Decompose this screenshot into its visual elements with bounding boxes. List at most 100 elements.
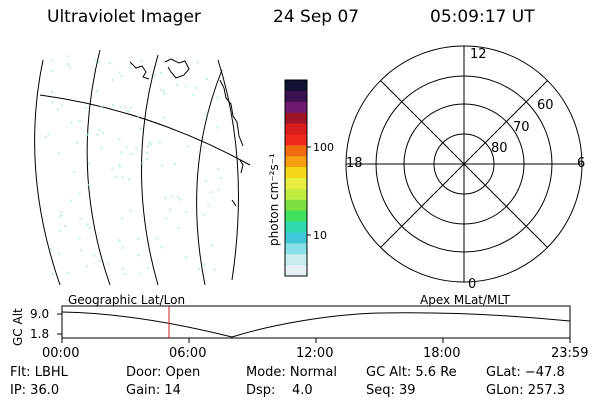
speckle-dot xyxy=(44,136,47,139)
speckle-dot xyxy=(70,121,73,124)
status-ip: IP: 36.0 xyxy=(10,383,60,398)
polar-diagonal xyxy=(380,80,548,248)
color-scale-cell xyxy=(285,178,307,190)
speckle-dot xyxy=(75,141,78,144)
speckle-dot xyxy=(50,70,53,72)
speckle-dot xyxy=(160,88,163,91)
longitude-line xyxy=(86,49,111,285)
timeline-ylabel: GC Alt xyxy=(11,308,25,346)
status-mode: Mode: Normal xyxy=(246,365,337,380)
longitude-line xyxy=(34,59,61,285)
speckle-dot xyxy=(217,168,220,171)
speckle-dot xyxy=(52,272,54,275)
speckle-dot xyxy=(160,164,163,167)
speckle-dot xyxy=(206,78,208,81)
status-gc-alt: GC Alt: 5.6 Re xyxy=(366,365,457,380)
speckle-dot xyxy=(125,146,128,149)
apex-caption: Apex MLat/MLT xyxy=(420,293,510,307)
color-scale-cell xyxy=(285,123,307,135)
color-scale-cell xyxy=(285,145,307,157)
speckle-dot xyxy=(174,163,177,166)
speckle-dot xyxy=(120,74,123,77)
color-scale-cell xyxy=(285,90,307,103)
speckle-dot xyxy=(127,110,130,113)
speckle-dot xyxy=(141,162,144,165)
status-flt: Flt: LBHL xyxy=(10,365,68,380)
speckle-dot xyxy=(124,106,127,109)
speckle-dot xyxy=(58,229,61,232)
speckle-dot xyxy=(50,59,53,62)
date-label: 24 Sep 07 xyxy=(273,7,360,27)
speckle-dot xyxy=(121,246,124,249)
geographic-map xyxy=(34,49,251,285)
speckle-dot xyxy=(164,197,167,200)
speckle-dot xyxy=(114,176,117,179)
speckle-dot xyxy=(111,104,114,107)
speckle-dot xyxy=(79,217,82,220)
status-door: Door: Open xyxy=(126,365,201,380)
speckle-dot xyxy=(162,89,165,92)
time-tick-label: 12:00 xyxy=(296,346,334,361)
speckle-dot xyxy=(56,108,59,111)
speckle-dot xyxy=(120,217,123,220)
color-scale-cell xyxy=(285,265,307,277)
speckle-dot xyxy=(219,177,222,180)
speckle-dot xyxy=(118,164,121,167)
colorbar-tick-10: 10 xyxy=(313,229,327,242)
speckle-dot xyxy=(59,215,62,218)
speckle-dot xyxy=(129,106,132,109)
color-scale-cell xyxy=(285,101,307,114)
speckle-dot xyxy=(98,128,101,131)
speckle-dot xyxy=(111,167,114,170)
color-scale-cell xyxy=(285,210,307,223)
speckle-dot xyxy=(179,198,182,201)
speckle-dot xyxy=(216,96,219,99)
speckle-dot xyxy=(96,90,98,92)
speckle-dot xyxy=(128,66,131,69)
speckle-dot xyxy=(88,162,91,165)
speckle-dot xyxy=(202,213,205,216)
speckle-dot xyxy=(147,145,149,148)
speckle-dot xyxy=(137,254,140,257)
mlat-label-60: 60 xyxy=(537,98,554,113)
speckle-dot xyxy=(140,60,143,63)
speckle-dot xyxy=(138,272,141,275)
speckle-dot xyxy=(96,133,99,136)
speckle-dot xyxy=(51,90,54,93)
limb-line xyxy=(217,59,239,281)
colorbar-unit-label: photon cm⁻²s⁻¹ xyxy=(267,153,281,246)
speckle-dot xyxy=(146,158,149,161)
speckle-dot xyxy=(185,210,188,213)
mlt-label-6: 6 xyxy=(577,156,586,171)
speckle-dot xyxy=(153,74,156,76)
speckle-dot xyxy=(100,106,103,108)
speckle-dot xyxy=(60,104,63,107)
timeline-ymax: 9.0 xyxy=(30,307,50,321)
speckle-dot xyxy=(162,116,165,119)
time-label: 05:09:17 UT xyxy=(430,7,535,27)
status-glon: GLon: 257.3 xyxy=(486,383,566,398)
speckle-dot xyxy=(205,113,208,116)
speckle-dot xyxy=(78,237,81,240)
speckle-dot xyxy=(107,263,110,266)
speckle-dot xyxy=(68,66,71,68)
speckle-dot xyxy=(78,120,81,123)
speckle-dot xyxy=(155,237,158,240)
color-scale-frame xyxy=(284,79,308,277)
speckle-dot xyxy=(185,85,188,88)
color-scale-cell xyxy=(285,254,307,266)
speckle-dot xyxy=(67,63,69,66)
speckle-dot xyxy=(87,132,90,135)
speckle-dot xyxy=(93,254,95,257)
speckle-dot xyxy=(211,244,214,247)
speckle-dot xyxy=(118,71,121,74)
speckle-dot xyxy=(128,178,131,181)
speckle-dot xyxy=(195,87,198,89)
speckle-dot xyxy=(64,225,67,227)
speckle-dot xyxy=(217,189,220,191)
speckle-dot xyxy=(57,252,60,255)
longitude-line xyxy=(141,54,159,285)
speckle-dot xyxy=(135,147,138,150)
speckle-dot xyxy=(85,265,88,268)
time-tick-label: 23:59 xyxy=(551,346,589,361)
